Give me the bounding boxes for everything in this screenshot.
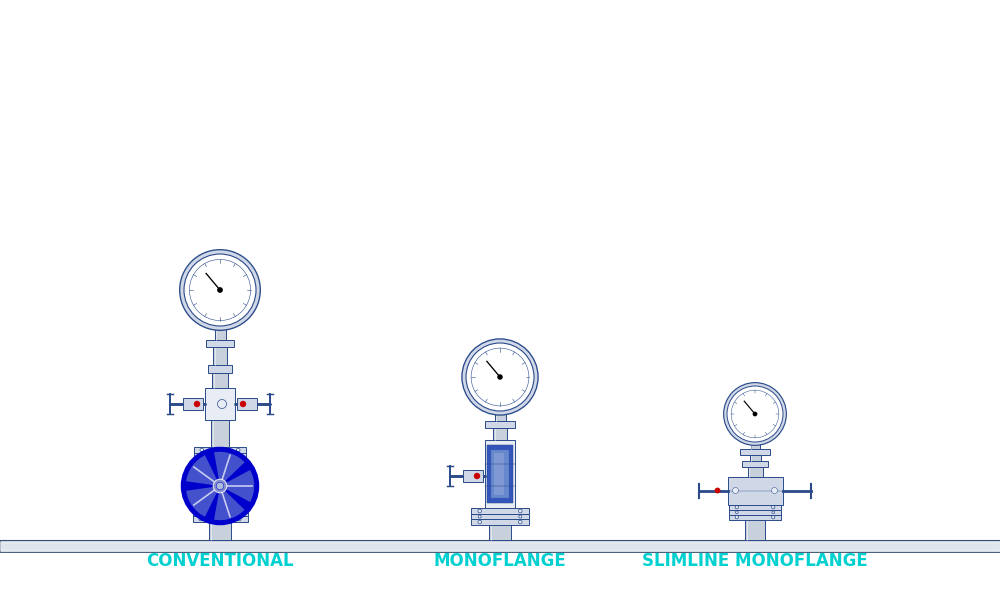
Circle shape: [724, 383, 786, 445]
Bar: [463, 470, 483, 482]
Circle shape: [478, 520, 482, 524]
Wedge shape: [214, 486, 245, 520]
Text: SLIMLINE MONOFLANGE: SLIMLINE MONOFLANGE: [642, 552, 868, 570]
FancyBboxPatch shape: [0, 540, 1000, 552]
Circle shape: [200, 448, 204, 452]
Circle shape: [772, 515, 775, 519]
Bar: [205, 388, 235, 420]
Wedge shape: [186, 455, 220, 486]
Circle shape: [200, 454, 203, 457]
Bar: [206, 340, 234, 347]
Circle shape: [735, 515, 738, 519]
Bar: [183, 398, 203, 410]
Circle shape: [241, 401, 246, 407]
Circle shape: [772, 511, 775, 514]
Bar: [729, 505, 781, 510]
Bar: [193, 516, 248, 522]
Circle shape: [715, 488, 720, 493]
Bar: [745, 518, 765, 540]
Circle shape: [216, 482, 224, 490]
Circle shape: [200, 509, 202, 511]
Circle shape: [735, 506, 738, 509]
Bar: [471, 508, 529, 514]
Bar: [214, 328, 226, 340]
Circle shape: [238, 509, 240, 511]
Bar: [729, 510, 781, 514]
Bar: [728, 476, 782, 505]
Circle shape: [498, 375, 502, 379]
Circle shape: [519, 515, 522, 518]
Text: MONOFLANGE: MONOFLANGE: [434, 552, 566, 570]
Bar: [729, 514, 781, 520]
Circle shape: [474, 473, 479, 479]
Circle shape: [753, 412, 757, 416]
Bar: [487, 445, 513, 503]
Bar: [208, 365, 232, 373]
Bar: [471, 514, 529, 519]
Circle shape: [200, 513, 202, 515]
Circle shape: [478, 515, 481, 518]
Bar: [742, 461, 768, 467]
Circle shape: [772, 506, 775, 509]
Bar: [193, 508, 248, 512]
Bar: [213, 347, 227, 365]
Circle shape: [200, 459, 203, 462]
Circle shape: [236, 448, 240, 452]
Bar: [193, 512, 248, 516]
Bar: [489, 522, 511, 540]
Bar: [210, 463, 230, 508]
Bar: [194, 458, 246, 463]
Circle shape: [238, 513, 240, 515]
Circle shape: [519, 509, 522, 513]
Circle shape: [735, 511, 738, 514]
Bar: [750, 455, 761, 461]
Circle shape: [237, 459, 240, 462]
Bar: [493, 428, 507, 440]
Circle shape: [218, 288, 222, 292]
Circle shape: [199, 517, 203, 521]
Bar: [750, 444, 760, 449]
Circle shape: [732, 487, 738, 493]
Bar: [471, 519, 529, 525]
Bar: [491, 450, 509, 498]
Bar: [212, 373, 228, 388]
Bar: [494, 453, 504, 495]
Circle shape: [213, 479, 227, 493]
Text: CONVENTIONAL: CONVENTIONAL: [146, 552, 294, 570]
Bar: [485, 440, 515, 508]
Circle shape: [478, 509, 482, 513]
Bar: [194, 447, 246, 453]
Circle shape: [237, 454, 240, 457]
Bar: [740, 449, 770, 455]
Bar: [494, 413, 506, 421]
Bar: [237, 398, 257, 410]
Circle shape: [727, 386, 783, 442]
Circle shape: [466, 343, 534, 411]
Bar: [748, 467, 763, 476]
Circle shape: [180, 250, 260, 331]
Bar: [209, 520, 231, 540]
Circle shape: [182, 448, 258, 524]
Wedge shape: [214, 452, 245, 486]
Circle shape: [237, 517, 241, 521]
Circle shape: [195, 401, 200, 407]
Wedge shape: [186, 486, 220, 517]
Circle shape: [519, 520, 522, 524]
Wedge shape: [220, 470, 254, 502]
Bar: [211, 420, 229, 447]
Circle shape: [772, 487, 778, 493]
Bar: [194, 453, 246, 458]
Bar: [485, 421, 515, 428]
Circle shape: [462, 339, 538, 415]
Circle shape: [184, 254, 256, 326]
